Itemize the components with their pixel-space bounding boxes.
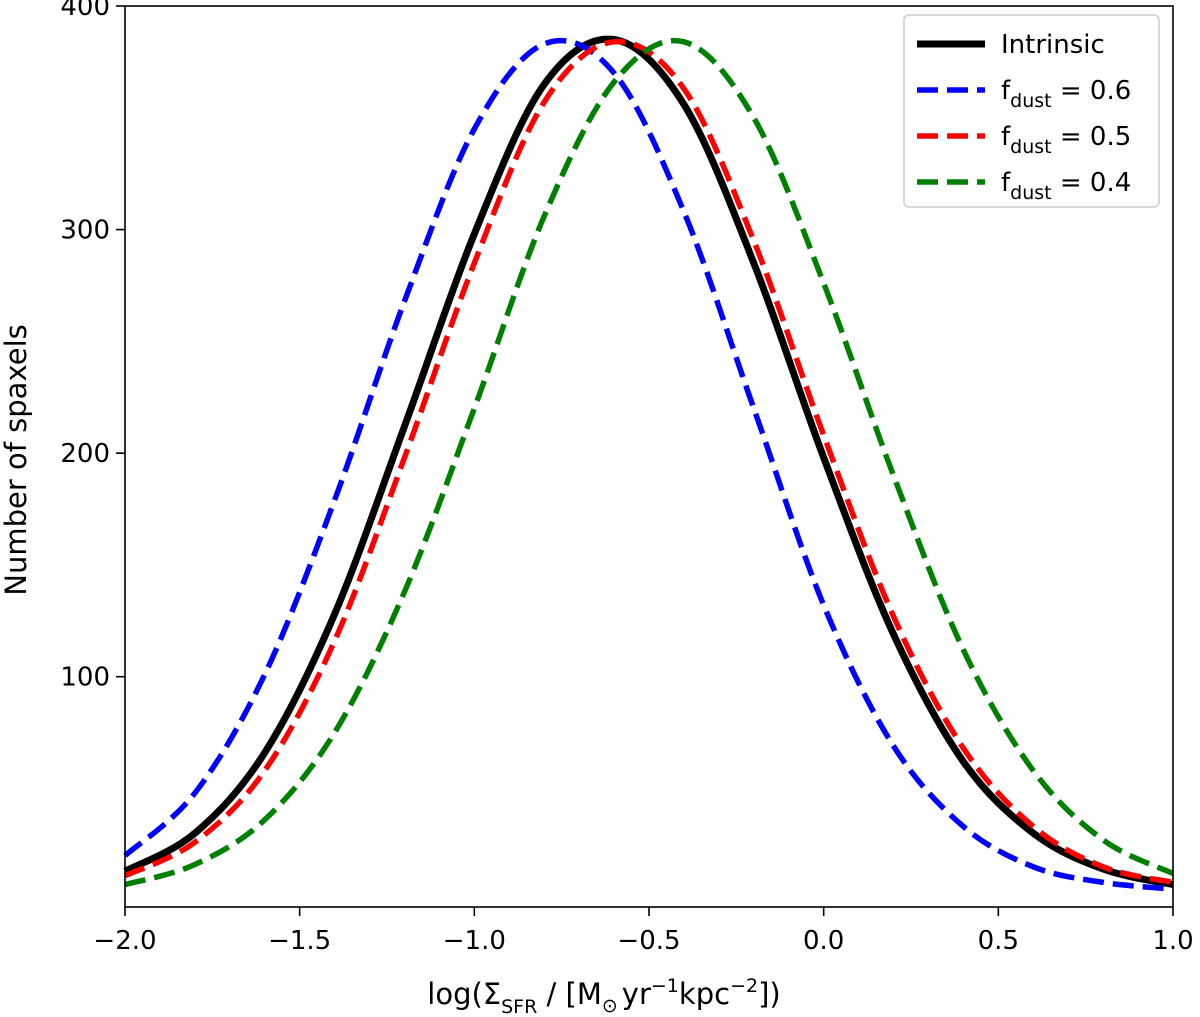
series-line-3 [124, 37, 1175, 888]
x-tick-label: −0.5 [617, 926, 680, 956]
x-tick-label: 1.0 [1152, 926, 1193, 956]
y-tick-label: 200 [60, 439, 110, 469]
x-axis-label: log(ΣSFR / [M⊙ yr−1kpc−2]) [427, 975, 780, 1017]
legend-label-2: fdust = 0.5 [1001, 122, 1131, 158]
x-tick-label: −1.0 [443, 926, 506, 956]
y-tick-label: 400 [60, 0, 110, 22]
y-tick-label: 300 [60, 216, 110, 246]
x-axis-ticks: −2.0 −1.5 −1.0 −0.5 0.0 0.5 1.0 [93, 907, 1194, 956]
y-axis-ticks: 100 200 300 400 [60, 0, 125, 693]
x-tick-label: 0.5 [978, 926, 1019, 956]
legend-box [903, 14, 1160, 208]
x-tick-label: −2.0 [93, 926, 156, 956]
legend-label-1: fdust = 0.6 [1001, 76, 1131, 112]
plot-area: −2.0 −1.5 −1.0 −0.5 0.0 0.5 1.0 100 200 300 400 [60, 0, 1193, 956]
x-tick-label: −1.5 [268, 926, 331, 956]
legend-label-3: fdust = 0.4 [1001, 168, 1131, 204]
series-line-2 [123, 38, 1174, 886]
series-line-1 [123, 38, 1174, 892]
y-tick-label: 100 [60, 663, 110, 693]
x-tick-label: 0.0 [803, 926, 844, 956]
series-line-0 [123, 35, 1174, 889]
series-layer [123, 35, 1175, 892]
legend: Intrinsic fdust = 0.6 fdust = 0.5 fdust = 0… [903, 14, 1160, 208]
legend-label-0: Intrinsic [1001, 30, 1105, 60]
y-axis-label: Number of spaxels [0, 324, 33, 595]
